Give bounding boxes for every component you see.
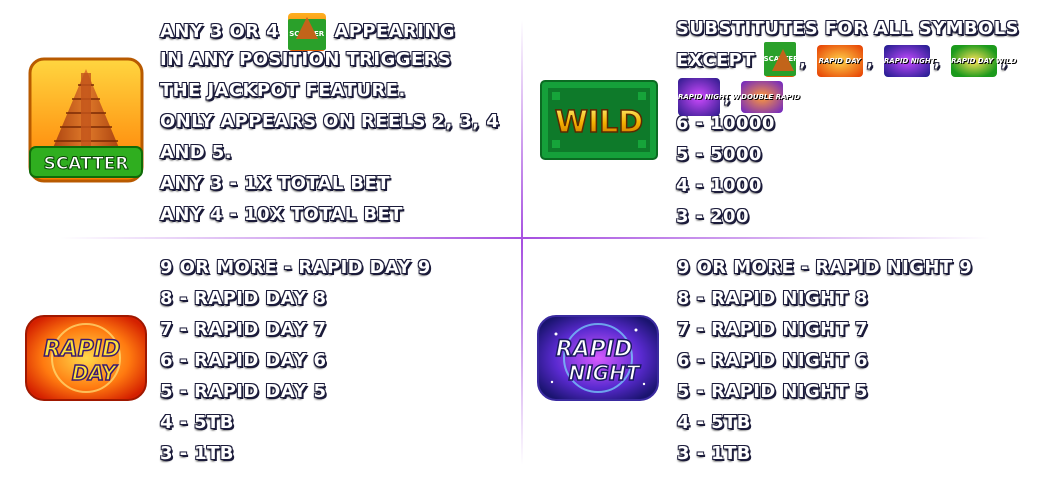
rapid-night-description: 9 OR MORE - RAPID NIGHT 9 8 - RAPID NIGH…	[677, 252, 972, 469]
scatter-intro-line: ANY 3 OR 4 SCATTER APPEARING	[160, 13, 499, 51]
scatter-pay-line: ANY 3 - 1X TOTAL BET	[160, 173, 390, 194]
horizontal-divider	[60, 237, 990, 239]
wild-pay-line: 3 - 200	[676, 206, 749, 227]
scatter-intro-text: ANY 3 OR 4	[160, 21, 280, 42]
scatter-mini-label: SCATTER	[287, 19, 326, 50]
rapid-night-symbol-text-1: RAPID	[556, 337, 633, 362]
rapid-day-line: 5 - RAPID DAY 5	[160, 381, 327, 402]
rapid-night-line: 9 OR MORE - RAPID NIGHT 9	[677, 257, 973, 278]
scatter-mini-icon: SCATTER	[287, 13, 326, 51]
vertical-divider	[521, 20, 523, 465]
rapid-night-line: 6 - RAPID NIGHT 6	[677, 350, 868, 371]
separator: ,	[724, 87, 731, 106]
scatter-symbol-label: SCATTER	[44, 154, 129, 174]
rapid-day-line: 4 - 5TB	[160, 412, 234, 433]
rapid-night-line: 5 - RAPID NIGHT 5	[677, 381, 868, 402]
except-rapid-day-wild-icon: RAPID DAY WILD	[951, 45, 1017, 77]
except-double-rapid-label: DOUBLE RAPID	[741, 93, 800, 101]
except-rapid-day-icon: RAPID DAY	[816, 45, 863, 77]
scatter-pay-line: ANY 4 - 10X TOTAL BET	[160, 204, 403, 225]
except-double-rapid-icon: DOUBLE RAPID	[741, 81, 800, 113]
rapid-day-description: 9 OR MORE - RAPID DAY 9 8 - RAPID DAY 8 …	[160, 252, 431, 469]
except-rapid-day-wild-label: RAPID DAY WILD	[951, 57, 1017, 65]
rapid-night-line: 7 - RAPID NIGHT 7	[677, 319, 868, 340]
rapid-day-symbol-text-1: RAPID	[44, 337, 121, 362]
wild-description: SUBSTITUTES FOR ALL SYMBOLS EXCEPT SCATT…	[676, 13, 1019, 232]
scatter-line: THE JACKPOT FEATURE.	[160, 80, 406, 101]
rapid-night-line: 4 - 5TB	[677, 412, 751, 433]
rapid-night-symbol-icon: RAPID NIGHT	[537, 315, 659, 401]
rapid-night-line: 3 - 1TB	[677, 443, 751, 464]
separator: ,	[866, 51, 874, 70]
separator: ,	[933, 51, 941, 70]
rapid-day-line: 9 OR MORE - RAPID DAY 9	[160, 257, 431, 278]
rapid-day-line: 8 - RAPID DAY 8	[160, 288, 327, 309]
separator: ,	[799, 51, 807, 70]
except-rapid-night-label: RAPID NIGHT	[883, 57, 936, 65]
wild-pay-line: 4 - 1000	[676, 175, 762, 196]
scatter-line: AND 5.	[160, 142, 232, 163]
wild-substitute-line: SUBSTITUTES FOR ALL SYMBOLS	[676, 18, 1019, 39]
except-rapid-night-wild-label: RAPID NIGHT WILD	[678, 93, 753, 101]
rapid-day-symbol-text-2: DAY	[72, 361, 119, 385]
wild-except-label: EXCEPT	[676, 50, 755, 71]
rapid-day-line: 3 - 1TB	[160, 443, 234, 464]
scatter-line: IN ANY POSITION TRIGGERS	[160, 49, 452, 70]
wild-except-line-2: RAPID NIGHT WILD, DOUBLE RAPID	[676, 78, 1019, 116]
scatter-line: ONLY APPEARS ON REELS 2, 3, 4	[160, 111, 500, 132]
except-scatter-icon: SCATTER	[763, 42, 799, 77]
except-scatter-label: SCATTER	[763, 42, 799, 76]
wild-symbol-icon: WILD	[540, 80, 658, 160]
rapid-night-symbol-text-2: NIGHT	[569, 361, 641, 385]
wild-except-line: EXCEPT SCATTER, RAPID DAY, RAPID NIGHT, …	[676, 42, 1019, 78]
except-rapid-night-wild-icon: RAPID NIGHT WILD	[678, 78, 753, 116]
scatter-description: ANY 3 OR 4 SCATTER APPEARING IN ANY POSI…	[160, 13, 499, 230]
wild-pay-line: 6 - 10000	[676, 113, 775, 134]
rapid-day-line: 7 - RAPID DAY 7	[160, 319, 327, 340]
except-rapid-day-label: RAPID DAY	[818, 57, 861, 65]
wild-symbol-label: WILD	[555, 105, 643, 140]
separator: ,	[1001, 51, 1008, 70]
wild-pay-line: 5 - 5000	[676, 144, 762, 165]
scatter-symbol-icon: SCATTER	[28, 57, 144, 183]
rapid-night-line: 8 - RAPID NIGHT 8	[677, 288, 868, 309]
rapid-day-line: 6 - RAPID DAY 6	[160, 350, 327, 371]
scatter-intro-suffix: APPEARING	[334, 21, 455, 42]
rapid-day-symbol-icon: RAPID DAY	[25, 315, 147, 401]
except-rapid-night-icon: RAPID NIGHT	[883, 45, 936, 77]
